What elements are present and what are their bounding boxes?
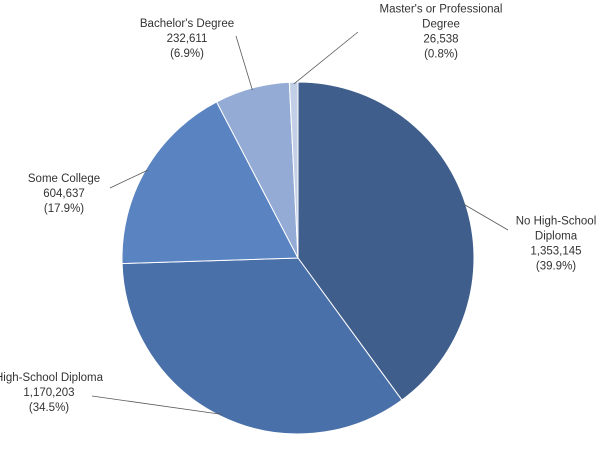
slice-label-category: High-School Diploma bbox=[0, 372, 104, 384]
slice-labels: No High-School Diploma 1,353,145 (39.9%) Hig… bbox=[0, 4, 596, 415]
slice-label-no-high-school-diploma: No High-School Diploma 1,353,145 (39.9%) bbox=[516, 216, 597, 273]
slice-label-value: 1,353,145 bbox=[530, 246, 581, 258]
slice-label-value: 26,538 bbox=[423, 34, 458, 46]
slice-label-value: 604,637 bbox=[43, 188, 85, 200]
pie-slice-high-school-diploma bbox=[121, 257, 403, 435]
slice-label-category: Master's or Professional bbox=[380, 4, 503, 16]
pie-slice-master-s-or-professional-degree bbox=[288, 81, 299, 259]
leader-line-no-high-school-diploma bbox=[463, 203, 509, 231]
pie-slices bbox=[121, 81, 475, 435]
slice-label-percent: (0.8%) bbox=[424, 49, 458, 61]
slice-label-percent: (6.9%) bbox=[170, 48, 204, 60]
slice-label-some-college: Some College 604,637 (17.9%) bbox=[28, 173, 100, 215]
slice-label-value: 1,170,203 bbox=[23, 387, 74, 399]
slice-label-percent: (17.9%) bbox=[44, 203, 84, 215]
slice-label-category: Bachelor's Degree bbox=[140, 18, 234, 30]
slice-label-bachelor-s-degree: Bachelor's Degree 232,611 (6.9%) bbox=[140, 18, 234, 60]
slice-label-value: 232,611 bbox=[167, 33, 208, 45]
slice-label-percent: (34.5%) bbox=[29, 402, 69, 414]
slice-label-category: Some College bbox=[28, 173, 100, 185]
slice-label-category: Degree bbox=[422, 19, 460, 31]
leader-line-master-s-or-professional-degree bbox=[293, 31, 359, 85]
slice-label-category: Diploma bbox=[535, 231, 578, 243]
slice-label-master-s-or-professional-degree: Master's or Professional Degree 26,538 (0.8… bbox=[380, 4, 503, 61]
leader-lines bbox=[91, 31, 509, 415]
pie-slice-some-college bbox=[121, 101, 299, 265]
slice-label-high-school-diploma: High-School Diploma 1,170,203 (34.5%) bbox=[0, 372, 104, 414]
leader-line-bachelor-s-degree bbox=[235, 35, 253, 91]
slice-label-category: No High-School bbox=[516, 216, 597, 228]
leader-line-some-college bbox=[109, 169, 148, 189]
slice-label-percent: (39.9%) bbox=[536, 261, 576, 273]
leader-line-high-school-diploma bbox=[91, 395, 222, 415]
pie-slice-no-high-school-diploma bbox=[297, 81, 475, 401]
